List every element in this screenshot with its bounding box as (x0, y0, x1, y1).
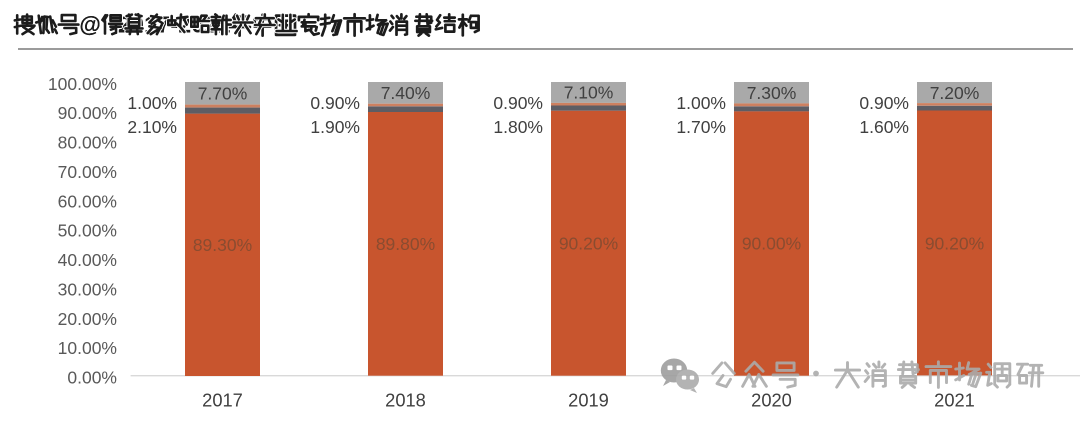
svg-text:2019: 2019 (568, 390, 609, 411)
svg-text:1.70%: 1.70% (676, 117, 726, 137)
svg-text:7.70%: 7.70% (198, 84, 248, 104)
svg-text:30.00%: 30.00% (58, 279, 117, 299)
svg-text:40.00%: 40.00% (58, 250, 117, 270)
svg-text:90.20%: 90.20% (925, 233, 984, 253)
svg-text:2.10%: 2.10% (127, 117, 177, 137)
svg-text:89.80%: 89.80% (376, 234, 435, 254)
svg-text:89.30%: 89.30% (193, 235, 252, 255)
svg-text:7.20%: 7.20% (930, 83, 980, 103)
svg-text:1.80%: 1.80% (493, 117, 543, 137)
svg-text:10.00%: 10.00% (58, 338, 117, 358)
svg-text:7.40%: 7.40% (381, 83, 431, 103)
svg-text:2017: 2017 (202, 390, 243, 411)
svg-text:2021: 2021 (934, 390, 975, 411)
svg-text:60.00%: 60.00% (58, 191, 117, 211)
svg-text:20.00%: 20.00% (58, 309, 117, 329)
svg-text:0.90%: 0.90% (859, 93, 909, 113)
svg-text:90.00%: 90.00% (58, 103, 117, 123)
svg-text:1.60%: 1.60% (859, 117, 909, 137)
svg-text:7.30%: 7.30% (747, 83, 797, 103)
svg-text:1.90%: 1.90% (310, 117, 360, 137)
svg-text:100.00%: 100.00% (48, 74, 117, 94)
svg-text:2020: 2020 (751, 390, 792, 411)
svg-text:2018: 2018 (385, 390, 426, 411)
svg-text:50.00%: 50.00% (58, 221, 117, 241)
svg-text:0.90%: 0.90% (310, 93, 360, 113)
svg-text:90.20%: 90.20% (559, 233, 618, 253)
svg-text:80.00%: 80.00% (58, 133, 117, 153)
svg-text:@: @ (79, 12, 100, 37)
svg-text:1.00%: 1.00% (676, 93, 726, 113)
svg-text:0.90%: 0.90% (493, 93, 543, 113)
svg-text:@: @ (79, 12, 100, 37)
svg-text:70.00%: 70.00% (58, 162, 117, 182)
svg-text:0.00%: 0.00% (67, 368, 117, 388)
svg-text:90.00%: 90.00% (742, 234, 801, 254)
svg-text:7.10%: 7.10% (564, 83, 614, 103)
svg-text:1.00%: 1.00% (127, 93, 177, 113)
